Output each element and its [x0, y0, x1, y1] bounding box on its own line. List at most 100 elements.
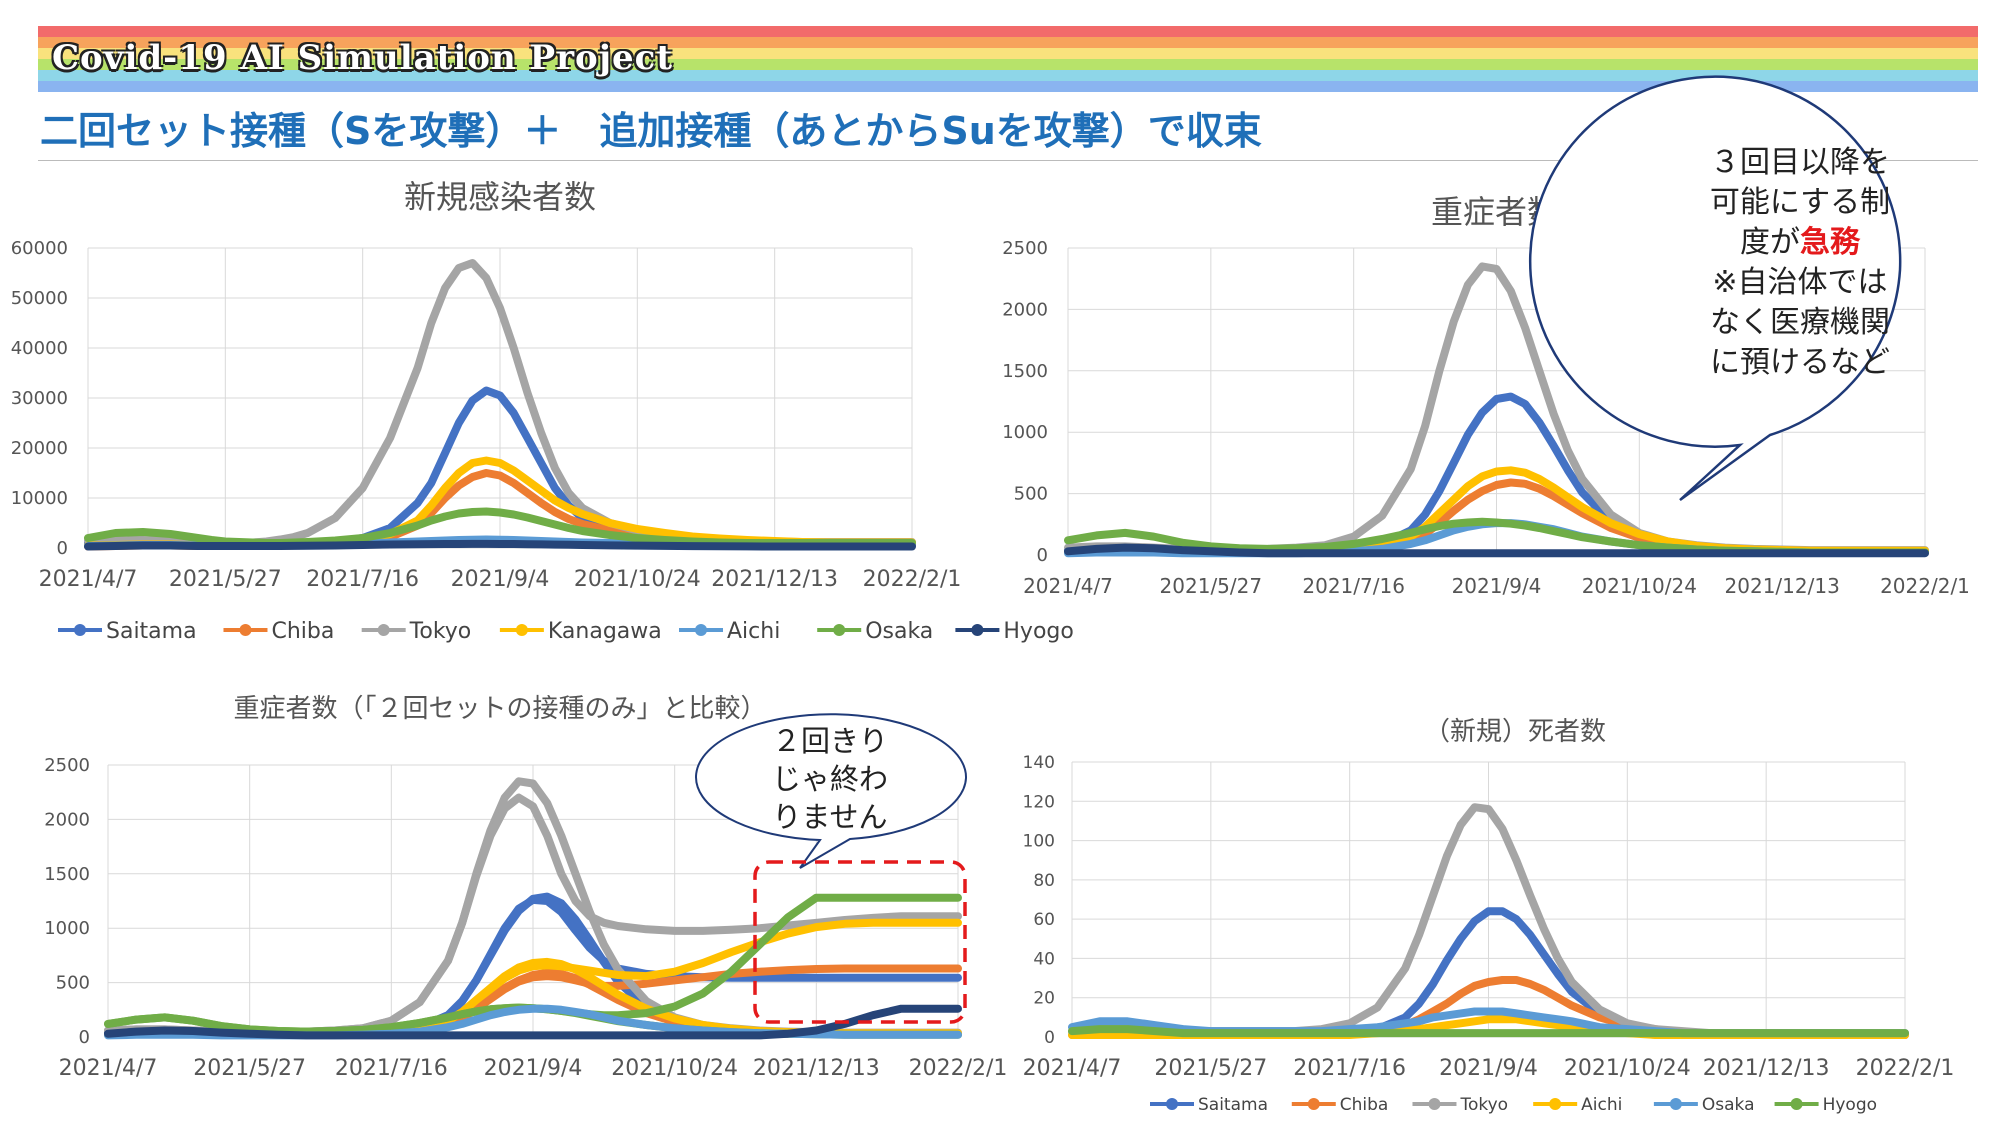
callout-line: ２回きり	[771, 724, 888, 758]
callout-line: なく医療機関	[1710, 305, 1890, 340]
x-tick-label: 2021/4/7	[59, 1056, 158, 1081]
callout-line-prefix: 度が	[1740, 225, 1800, 260]
y-tick-label: 1500	[44, 864, 90, 885]
x-tick-label: 2021/9/4	[484, 1056, 583, 1081]
x-tick-label: 2021/7/16	[1293, 1056, 1406, 1081]
legend-marker	[377, 624, 390, 636]
legend-label: Hyogo	[1823, 1095, 1877, 1115]
x-tick-label: 2021/4/7	[1023, 1056, 1122, 1081]
legend-label: Tokyo	[409, 619, 472, 644]
y-tick-label: 0	[57, 538, 68, 559]
callout-emphasis: 急務	[1800, 225, 1860, 260]
x-tick-label: 2021/7/16	[1302, 574, 1405, 598]
legend-label: Tokyo	[1459, 1095, 1508, 1115]
callout-line: ３回目以降を	[1710, 145, 1890, 180]
x-tick-label: 2021/12/13	[1703, 1056, 1830, 1081]
banner-stripe	[38, 70, 1978, 81]
legend-label: Aichi	[1581, 1095, 1622, 1115]
callout-bubble-top-right	[1528, 75, 1902, 502]
x-tick-label: 2022/2/1	[909, 1056, 1008, 1081]
y-tick-label: 60000	[11, 238, 68, 259]
legend-label: Osaka	[1702, 1095, 1755, 1115]
y-tick-label: 80	[1033, 871, 1055, 891]
callout-text-top-right: ３回目以降を 可能にする制 度が急務 ※自治体では なく医療機関 に預けるなど	[1655, 143, 1945, 383]
page-subtitle: 二回セット接種（Sを攻撃）＋ 追加接種（あとからSuを攻撃）で収束	[40, 109, 1262, 153]
legend-label: Saitama	[1198, 1095, 1268, 1115]
legend-marker	[239, 624, 252, 636]
y-tick-label: 1500	[1002, 361, 1048, 382]
x-tick-label: 2021/10/24	[1564, 1056, 1691, 1081]
legend-marker	[833, 624, 846, 636]
legend-marker	[1307, 1098, 1320, 1110]
x-tick-label: 2021/12/13	[1725, 574, 1840, 598]
x-tick-label: 2021/12/13	[753, 1056, 880, 1081]
callout-line: 可能にする制	[1709, 185, 1891, 220]
legend-marker	[1166, 1098, 1178, 1110]
legend-label: Hyogo	[1003, 619, 1073, 644]
y-tick-label: 40	[1033, 949, 1055, 969]
series-line	[1064, 543, 1929, 558]
series-line	[104, 1004, 962, 1040]
callout-line: に預けるなど	[1710, 345, 1890, 380]
y-tick-label: 140	[1023, 753, 1055, 773]
x-tick-label: 2021/12/13	[711, 567, 838, 592]
y-tick-label: 2000	[44, 809, 90, 830]
callout-text-bottom-left: ２回きり じゃ終わ りません	[730, 722, 930, 836]
y-tick-label: 30000	[11, 388, 68, 409]
x-tick-label: 2021/10/24	[1582, 574, 1697, 598]
y-tick-label: 2000	[1002, 299, 1048, 320]
legend-marker	[74, 624, 86, 636]
series-line	[1068, 1025, 1909, 1038]
callout-line: じゃ終わ	[771, 762, 888, 796]
y-tick-label: 2500	[44, 755, 90, 776]
x-tick-label: 2021/7/16	[306, 567, 419, 592]
y-tick-label: 500	[56, 973, 90, 994]
x-tick-label: 2021/5/27	[1160, 574, 1263, 598]
highlight-box	[753, 860, 967, 1024]
y-tick-label: 500	[1014, 484, 1048, 505]
y-tick-label: 40000	[11, 338, 68, 359]
x-tick-label: 2021/5/27	[193, 1056, 306, 1081]
x-tick-label: 2021/4/7	[1023, 574, 1113, 598]
x-tick-label: 2021/9/4	[1439, 1056, 1538, 1081]
callout-line: ※自治体では	[1712, 265, 1888, 300]
chart-title: 重症者数（「２回セットの接種のみ」と比較）	[233, 694, 766, 724]
series-line	[84, 539, 916, 551]
callout-bubble-bottom-left	[695, 713, 968, 869]
y-tick-label: 1000	[44, 918, 90, 939]
banner-title: Covid-19 AI Simulation Project	[52, 38, 674, 78]
x-tick-label: 2022/2/1	[1856, 1056, 1955, 1081]
legend-label: Kanagawa	[548, 619, 662, 644]
legend-label: Osaka	[865, 619, 933, 644]
y-tick-label: 50000	[11, 288, 68, 309]
x-tick-label: 2022/2/1	[863, 567, 962, 592]
y-tick-label: 1000	[1002, 422, 1048, 443]
legend-label: Saitama	[106, 619, 197, 644]
x-tick-label: 2021/5/27	[169, 567, 282, 592]
x-tick-label: 2021/9/4	[451, 567, 550, 592]
banner-stripe	[38, 59, 1978, 70]
legend-label: Aichi	[727, 619, 780, 644]
chart-title: 新規感染者数	[404, 178, 596, 216]
y-tick-label: 10000	[11, 488, 68, 509]
banner-stripe	[38, 37, 1978, 48]
legend-marker	[1549, 1098, 1562, 1110]
legend-marker	[1669, 1098, 1682, 1110]
banner-stripe	[38, 26, 1978, 37]
legend-marker	[1428, 1098, 1441, 1110]
y-tick-label: 20	[1033, 989, 1055, 1009]
y-tick-label: 60	[1033, 910, 1055, 930]
legend-label: Chiba	[271, 619, 334, 644]
divider	[38, 160, 1978, 161]
chart-title: （新規）死者数	[1424, 717, 1606, 747]
callout-line: りません	[772, 800, 888, 834]
legend-marker	[971, 624, 984, 636]
y-tick-label: 120	[1023, 792, 1055, 812]
legend-marker	[695, 624, 707, 636]
callout-line: 度が急務	[1655, 223, 1945, 263]
y-tick-label: 0	[79, 1027, 90, 1048]
y-tick-label: 0	[1037, 545, 1048, 566]
